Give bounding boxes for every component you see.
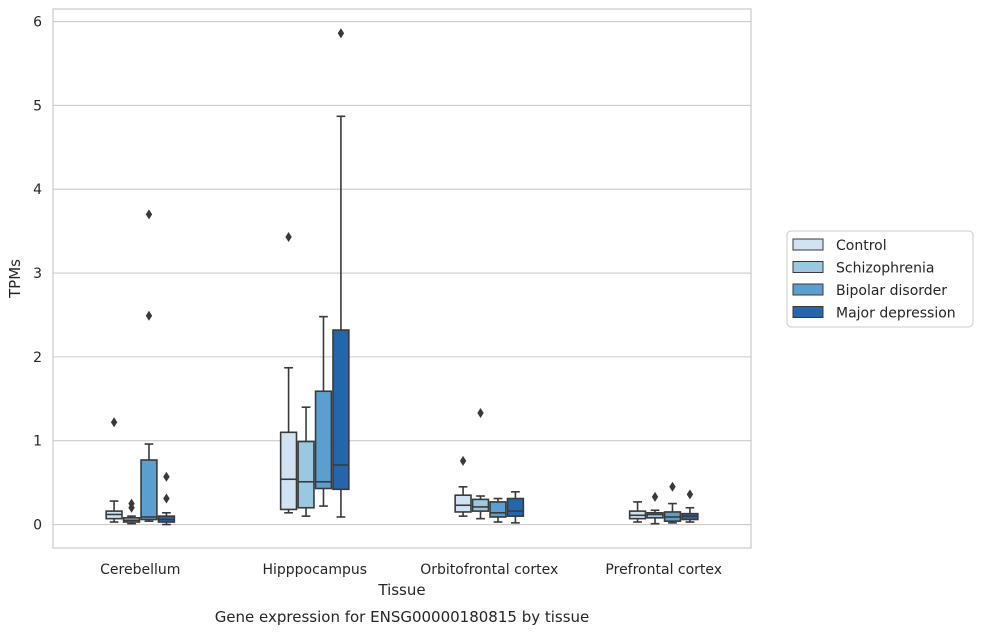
box-iqr [140, 459, 158, 521]
figure-caption: Gene expression for ENSG00000180815 by t… [215, 608, 590, 626]
y-tick-label: 1 [33, 434, 42, 450]
box-iqr [646, 511, 664, 519]
y-tick-label: 4 [33, 182, 42, 198]
x-tick-label: Prefrontal cortex [605, 562, 722, 578]
box-layer [105, 28, 699, 526]
x-axis-ticks: Cerebellum Hipppocampus Orbitofrontal cort… [100, 562, 722, 578]
box-schizophrenia [122, 498, 141, 525]
outlier-point [145, 209, 153, 220]
legend-frame [786, 230, 974, 328]
box-major-depression [506, 491, 525, 524]
box-control [279, 232, 298, 514]
box-iqr [506, 497, 525, 517]
box-iqr [332, 329, 350, 491]
y-tick-label: 6 [33, 15, 42, 31]
box-bipolar-disorder [140, 209, 158, 522]
box-schizophrenia [471, 408, 490, 520]
box-iqr [314, 390, 333, 490]
y-axis-ticks: 0 1 2 3 4 5 6 [33, 15, 42, 534]
x-tick-label: Cerebellum [100, 562, 180, 578]
box-iqr [279, 431, 298, 511]
outlier-point [459, 455, 467, 466]
box-bipolar-disorder [663, 481, 682, 524]
outlier-point [110, 417, 118, 428]
plot-area [52, 8, 752, 549]
outlier-point [477, 408, 484, 419]
box-bipolar-disorder [314, 315, 333, 507]
y-tick-label: 5 [33, 98, 42, 114]
y-tick-label: 2 [33, 350, 42, 366]
y-tick-label: 0 [33, 518, 42, 534]
box-control [628, 501, 647, 523]
box-schizophrenia [297, 406, 315, 517]
legend-label: Control [836, 238, 887, 254]
outlier-point [686, 489, 694, 500]
legend-label: Schizophrenia [836, 261, 934, 277]
outlier-point [128, 498, 135, 509]
box-iqr [471, 498, 490, 512]
legend-swatch [792, 261, 824, 273]
legend-label: Major depression [836, 306, 956, 322]
box-schizophrenia [646, 491, 664, 525]
legend-label: Bipolar disorder [836, 283, 947, 299]
outlier-point [163, 493, 170, 504]
outlier-point [145, 310, 153, 321]
legend-swatch [792, 306, 824, 318]
outlier-point [651, 491, 659, 502]
box-major-depression [157, 471, 176, 526]
outlier-point [669, 481, 676, 492]
outlier-point [337, 28, 345, 39]
box-major-depression [681, 489, 699, 523]
legend: Control Schizophrenia Bipolar disorder Majo… [786, 230, 974, 328]
box-iqr [454, 494, 472, 513]
box-control [454, 455, 472, 517]
grid-layer [53, 21, 751, 526]
x-tick-label: Orbitofrontal cortex [420, 562, 558, 578]
y-tick-label: 3 [33, 266, 42, 282]
box-iqr [489, 501, 507, 518]
legend-swatch [792, 283, 824, 296]
box-major-depression [332, 28, 350, 518]
box-iqr [297, 440, 315, 509]
outlier-point [163, 471, 170, 482]
y-axis-label: TPMs [6, 259, 24, 299]
legend-swatch [792, 238, 824, 251]
outlier-point [285, 232, 292, 243]
x-axis-label: Tissue [377, 581, 425, 599]
box-bipolar-disorder [489, 497, 507, 523]
x-tick-label: Hipppocampus [262, 562, 367, 578]
box-control [105, 417, 123, 523]
